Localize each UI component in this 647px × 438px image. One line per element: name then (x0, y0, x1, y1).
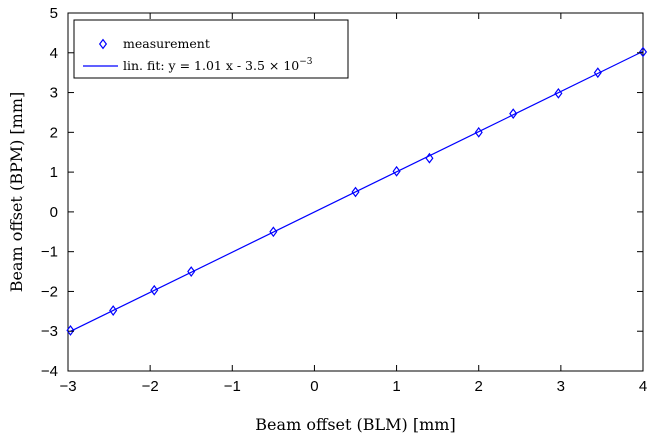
x-tick-label: −1 (224, 378, 241, 395)
y-tick-label: −2 (41, 283, 58, 300)
data-layer (66, 46, 647, 336)
data-point (425, 152, 434, 164)
y-tick-label: −1 (41, 244, 58, 261)
data-point (392, 165, 401, 177)
y-axis-label: Beam offset (BPM) [mm] (7, 92, 26, 293)
x-tick-label: 1 (392, 378, 400, 395)
y-tick-label: 0 (50, 204, 58, 221)
legend-marker-measurement (98, 38, 108, 50)
legend: measurement lin. fit: y = 1.01 x - 3.5 ×… (73, 19, 349, 79)
data-point (638, 46, 647, 58)
y-tick-label: 1 (50, 164, 58, 181)
legend-box (73, 19, 349, 79)
x-tick-label: −3 (59, 378, 76, 395)
legend-label-fit: lin. fit: y = 1.01 x - 3.5 × 10−3 (123, 57, 313, 73)
x-tick-label: 0 (310, 378, 318, 395)
legend-label-fit-exponent: −3 (299, 57, 313, 67)
legend-label-fit-text: lin. fit: y = 1.01 x - 3.5 × 10 (123, 58, 299, 73)
data-point (474, 126, 483, 138)
data-point (66, 325, 75, 336)
y-tick-label: 5 (50, 5, 58, 22)
fit-line (70, 50, 644, 332)
data-point (187, 266, 196, 277)
y-tick-label: −4 (41, 363, 58, 380)
y-tick-label: 3 (50, 85, 58, 102)
x-tick-label: 3 (557, 378, 565, 395)
y-tick-label: 2 (50, 124, 58, 141)
y-tick-label: 4 (50, 45, 58, 62)
x-axis-label: Beam offset (BLM) [mm] (255, 415, 455, 434)
data-point (109, 305, 118, 316)
x-tick-label: 4 (639, 378, 647, 395)
data-point (351, 186, 360, 198)
legend-label-measurement: measurement (123, 36, 210, 51)
data-point (593, 67, 602, 79)
y-tick-label: −3 (41, 323, 58, 340)
data-point (554, 87, 563, 99)
data-point (509, 108, 518, 120)
x-tick-label: −2 (142, 378, 159, 395)
data-point (150, 284, 159, 296)
x-tick-label: 2 (475, 378, 483, 395)
data-point (269, 226, 278, 238)
